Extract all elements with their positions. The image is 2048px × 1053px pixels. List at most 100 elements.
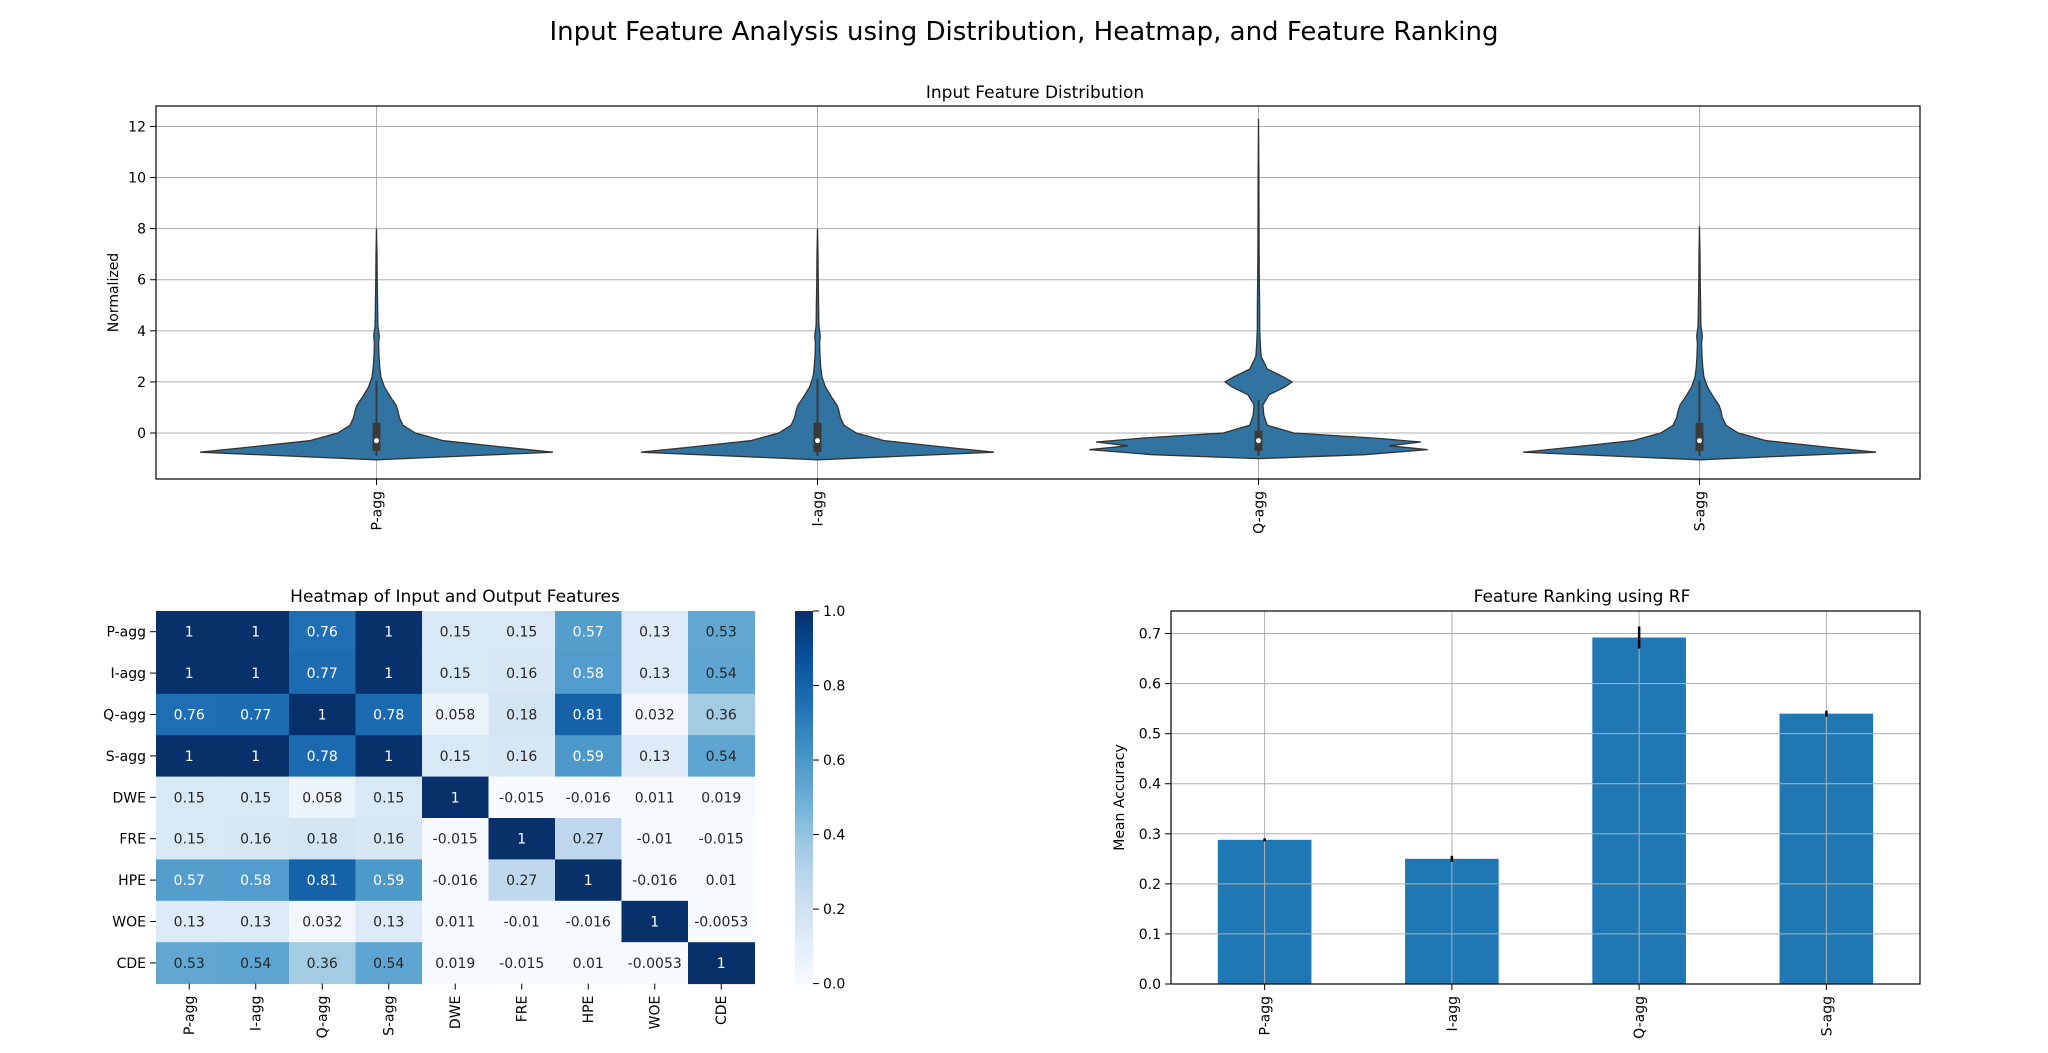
bar-ytick-label: 0.1: [1139, 927, 1161, 943]
heatmap-cell-label: 1: [584, 873, 593, 889]
heatmap-cell-label: 0.59: [373, 873, 404, 889]
heatmap-cell: [289, 735, 356, 778]
heatmap-cell-label: -0.016: [632, 873, 677, 889]
colorbar-segment: [795, 760, 813, 765]
heatmap-cell: [289, 652, 356, 695]
heatmap-cell: [688, 611, 755, 653]
heatmap-cell-label: 0.01: [706, 873, 737, 889]
bar-subplot: Feature Ranking using RF Mean Accuracy 0…: [1112, 587, 1921, 1039]
colorbar-segment: [795, 935, 813, 940]
violin-median-marker: [815, 438, 820, 444]
colorbar-segment: [795, 920, 813, 925]
colorbar-segment: [795, 819, 813, 824]
colorbar-segment: [795, 923, 813, 929]
colorbar-segment: [795, 901, 813, 906]
heatmap-cell: [488, 693, 556, 736]
heatmap-cell-label: 0.76: [174, 708, 205, 724]
colorbar-segment: [795, 670, 813, 675]
heatmap-cell-label: 1: [251, 749, 260, 765]
heatmap-cell-label: 0.77: [240, 708, 271, 724]
colorbar-segment: [795, 748, 813, 754]
heatmap-cell-label: 0.15: [240, 790, 271, 806]
heatmap-cell: [688, 859, 755, 902]
violin-xtick-label: Q-agg: [1252, 491, 1268, 534]
bar-ytick-label: 0.5: [1139, 727, 1161, 743]
heatmap-cell-label: 0.18: [506, 708, 537, 724]
heatmap-cell: [222, 818, 290, 860]
heatmap-cell: [555, 693, 622, 736]
heatmap-cell-label: 0.058: [435, 708, 475, 724]
heatmap-cell-label: 0.76: [307, 625, 338, 641]
colorbar-segment: [795, 860, 813, 865]
colorbar-segment: [795, 733, 813, 739]
colorbar-segment: [795, 827, 813, 832]
heatmap-cell: [488, 818, 556, 860]
heatmap-cell: [422, 900, 489, 943]
colorbar-segment: [795, 815, 813, 821]
heatmap-cell: [156, 776, 223, 819]
heatmap-col-labels: P-agg I-agg Q-agg S-agg DWE FRE HPE WOE CDE: [182, 983, 730, 1039]
heatmap-cell-label: 1: [451, 790, 460, 806]
heatmap-row-label: CDE: [117, 956, 146, 972]
violin-xtick-label: I-agg: [811, 491, 827, 527]
colorbar-segment: [795, 711, 813, 716]
bar-xtick-label: S-agg: [1819, 996, 1835, 1036]
heatmap-cell: [289, 859, 356, 902]
colorbar-tick-label: 0.6: [823, 753, 845, 769]
heatmap-cell: [222, 942, 290, 985]
colorbar-segment: [795, 774, 813, 780]
colorbar-segment: [795, 942, 813, 947]
heatmap-cell: [355, 900, 423, 943]
violin-iqr-box: [1695, 422, 1704, 451]
heatmap-col-label: Q-agg: [315, 996, 331, 1039]
heatmap-cell-label: 0.57: [573, 625, 604, 641]
colorbar-segment: [795, 678, 813, 683]
bar-title: Feature Ranking using RF: [1474, 587, 1691, 607]
heatmap-cell-label: 0.27: [573, 832, 604, 848]
heatmap-cell-label: 0.032: [302, 915, 342, 931]
colorbar-segment: [795, 722, 813, 728]
heatmap-cell: [355, 652, 423, 695]
heatmap-cell: [422, 693, 489, 736]
colorbar-segment: [795, 916, 813, 921]
violin-iqr-box: [372, 422, 381, 451]
violin-body: [1089, 118, 1428, 460]
heatmap-cell-label: 0.81: [307, 873, 338, 889]
colorbar-segment: [795, 909, 813, 914]
heatmap-cell-label: 0.058: [302, 790, 342, 806]
heatmap-row-label: HPE: [118, 873, 146, 889]
heatmap-cell: [222, 693, 290, 736]
heatmap-col-label: WOE: [648, 996, 664, 1030]
heatmap-cell-label: 0.58: [573, 666, 604, 682]
heatmap-cell: [555, 818, 622, 860]
colorbar-segment: [795, 797, 813, 802]
violin-title: Input Feature Distribution: [926, 83, 1144, 103]
colorbar-segment: [795, 950, 813, 955]
colorbar-segment: [795, 611, 813, 616]
heatmap-cell-label: 0.78: [307, 749, 338, 765]
heatmap-cell: [688, 735, 755, 778]
colorbar-segment: [795, 771, 813, 776]
heatmap-cell-label: 0.13: [240, 915, 271, 931]
heatmap-cell-label: -0.016: [566, 915, 611, 931]
heatmap-cell-label: 0.36: [307, 956, 338, 972]
heatmap-cell: [555, 735, 622, 778]
heatmap-cell: [156, 735, 223, 778]
heatmap-row-label: FRE: [119, 832, 146, 848]
heatmap-cell: [355, 942, 423, 985]
heatmap-cell-label: 0.15: [440, 666, 471, 682]
heatmap-cell: [289, 693, 356, 736]
heatmap-cell-label: 0.011: [635, 790, 675, 806]
colorbar-tick-label: 1.0: [823, 604, 845, 620]
heatmap-cell-label: 1: [384, 666, 393, 682]
heatmap-cell: [289, 776, 356, 819]
heatmap-cell: [555, 942, 622, 985]
heatmap-cell-label: 0.15: [440, 625, 471, 641]
heatmap-cell: [488, 652, 556, 695]
bar-x-axis: P-agg I-agg Q-agg S-agg: [1258, 984, 1835, 1039]
colorbar-segment: [795, 879, 813, 884]
heatmap-cell: [156, 942, 223, 985]
colorbar-segment: [795, 741, 813, 746]
violin-median-marker: [1697, 438, 1702, 444]
